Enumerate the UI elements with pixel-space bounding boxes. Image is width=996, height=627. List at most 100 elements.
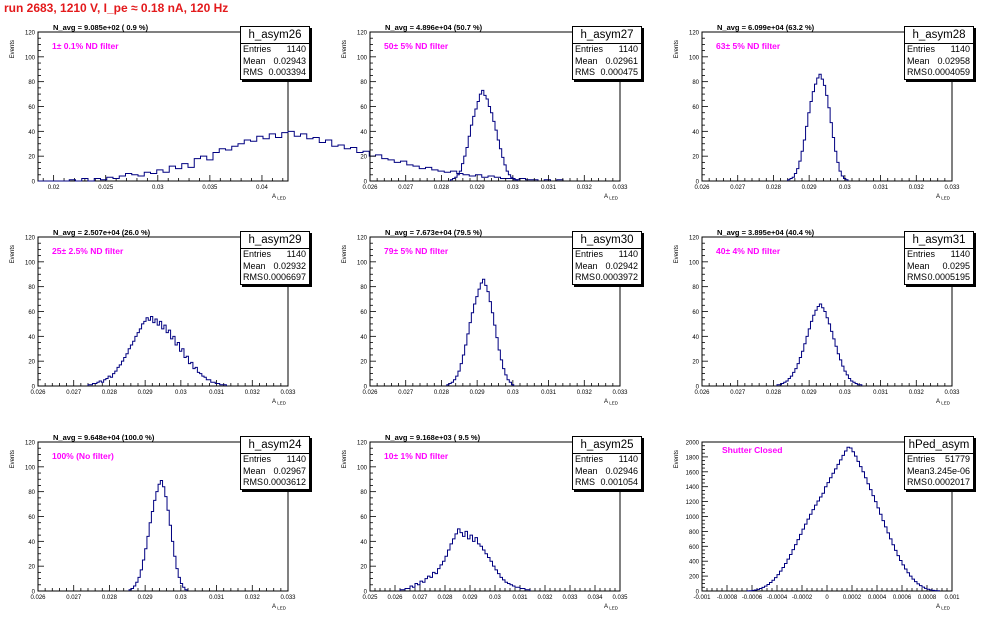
y-tick-label: 120 xyxy=(357,236,368,242)
y-tick-label: 1000 xyxy=(686,515,700,521)
histogram-pad: 0 200 400 600 800 1000 1200 1400 1600 1800 2000 -0.… xyxy=(664,422,987,627)
x-tick-label: 0.028 xyxy=(766,185,782,191)
y-tick-label: 800 xyxy=(689,530,700,536)
x-tick-label: 0.031 xyxy=(512,595,528,601)
y-tick-label: 0 xyxy=(364,590,368,596)
filter-annotation: 50± 5% ND filter xyxy=(384,41,449,51)
histogram-line xyxy=(38,130,601,182)
x-tick-label: 0.02 xyxy=(48,185,60,191)
y-tick-label: 120 xyxy=(689,31,700,37)
stats-box: h_asym25 Entries 1140 Mean 0.02946 RMS 0.00… xyxy=(572,436,642,490)
mean-value: 0.02961 xyxy=(605,55,638,66)
mean-label: Mean xyxy=(243,55,266,66)
y-tick-label: 80 xyxy=(28,490,35,496)
x-axis-label: A LED xyxy=(272,399,287,406)
x-tick-label: -0.0004 xyxy=(767,595,788,601)
x-tick-label: 0.026 xyxy=(362,185,378,191)
rms-value: 0.000475 xyxy=(600,67,638,77)
x-tick-label: 0.029 xyxy=(802,390,818,396)
x-tick-label: 0.031 xyxy=(873,185,889,191)
filter-annotation: 25± 2.5% ND filter xyxy=(52,246,124,256)
entries-value: 1140 xyxy=(950,249,970,259)
y-tick-label: 20 xyxy=(360,155,367,161)
histogram-name: hPed_asym xyxy=(905,437,973,454)
histogram-name: h_asym25 xyxy=(573,437,641,454)
x-tick-label: 0.03 xyxy=(489,595,501,601)
stats-box: hPed_asym Entries 51779 Mean 3.245e-06 RMS… xyxy=(904,436,974,490)
x-tick-label: -0.0002 xyxy=(792,595,813,601)
histogram-name: h_asym28 xyxy=(905,27,973,44)
y-tick-label: 0 xyxy=(32,180,36,186)
navg-label: N_avg = 9.085e+02 ( 0.9 %) xyxy=(53,23,149,32)
histogram-name: h_asym31 xyxy=(905,232,973,249)
y-tick-label: 0 xyxy=(364,180,368,186)
x-tick-label: 0.03 xyxy=(507,185,519,191)
y-tick-label: 120 xyxy=(357,31,368,37)
x-axis-label: A LED xyxy=(272,604,287,611)
rms-value: 0.0002017 xyxy=(927,477,970,487)
x-tick-label: 0.029 xyxy=(462,595,478,601)
mean-value: 0.0295 xyxy=(942,260,970,271)
x-tick-label: 0.026 xyxy=(30,595,46,601)
y-tick-label: 60 xyxy=(360,105,367,111)
y-axis-label: Events xyxy=(342,245,348,263)
y-tick-label: 2000 xyxy=(686,441,700,447)
mean-label: Mean xyxy=(575,260,598,271)
entries-label: Entries xyxy=(907,454,936,464)
y-tick-label: 20 xyxy=(692,360,699,366)
y-tick-label: 1800 xyxy=(686,455,700,461)
entries-value: 1140 xyxy=(950,44,970,54)
y-tick-label: 120 xyxy=(25,31,36,37)
histogram-pad: 0 20 40 60 80 100 120 0.026 0.027 0.028 0.029 0.03 0… xyxy=(332,217,655,422)
y-tick-label: 0 xyxy=(696,180,700,186)
entries-value: 51779 xyxy=(944,454,970,464)
mean-value: 0.02943 xyxy=(273,55,306,66)
histogram-name: h_asym26 xyxy=(241,27,309,44)
histogram-line xyxy=(787,73,849,181)
x-tick-label: 0.028 xyxy=(434,185,450,191)
histogram-plot: 0 20 40 60 80 100 120 0.02 0.025 0.03 0.035 0.04 Eve… xyxy=(10,23,601,201)
entries-value: 1140 xyxy=(286,44,306,54)
entries-label: Entries xyxy=(243,44,272,54)
x-tick-label: 0.027 xyxy=(398,390,414,396)
x-tick-label: 0.027 xyxy=(730,185,746,191)
y-tick-label: 80 xyxy=(28,285,35,291)
mean-label: Mean xyxy=(907,55,930,66)
navg-label: N_avg = 2.507e+04 (26.0 %) xyxy=(53,228,151,237)
histogram-plot: 0 20 40 60 80 100 120 0.026 0.027 0.028 0.029 0.03 0… xyxy=(342,228,628,406)
histogram-pad: 0 20 40 60 80 100 120 0.026 0.027 0.028 0.029 0.03 0… xyxy=(332,12,655,217)
histogram-plot: 0 20 40 60 80 100 120 0.026 0.027 0.028 0.029 0.03 0… xyxy=(10,433,296,611)
x-tick-label: 0.032 xyxy=(245,390,261,396)
x-axis-label: A LED xyxy=(604,399,619,406)
x-tick-label: 0.031 xyxy=(209,390,225,396)
x-tick-label: 0.03 xyxy=(175,390,187,396)
filter-annotation: 1± 0.1% ND filter xyxy=(52,41,119,51)
y-tick-label: 60 xyxy=(28,310,35,316)
y-tick-label: 100 xyxy=(689,260,700,266)
stats-box: h_asym28 Entries 1140 Mean 0.02958 RMS 0.00… xyxy=(904,26,974,80)
mean-label: Mean xyxy=(575,55,598,66)
filter-annotation: 63± 5% ND filter xyxy=(716,41,781,51)
entries-value: 1140 xyxy=(618,44,638,54)
x-tick-label: 0.029 xyxy=(138,390,154,396)
mean-value: 0.02967 xyxy=(273,465,306,476)
x-tick-label: 0.026 xyxy=(387,595,403,601)
x-tick-label: 0.028 xyxy=(434,390,450,396)
rms-value: 0.0003972 xyxy=(595,272,638,282)
rms-label: RMS xyxy=(907,272,927,282)
y-tick-label: 80 xyxy=(692,80,699,86)
rms-label: RMS xyxy=(243,272,263,282)
rms-value: 0.001054 xyxy=(600,477,638,487)
histogram-plot: 0 20 40 60 80 100 120 0.026 0.027 0.028 0.029 0.03 0… xyxy=(10,228,296,406)
mean-value: 3.245e-06 xyxy=(929,465,970,476)
histogram-name: h_asym30 xyxy=(573,232,641,249)
x-tick-label: 0.025 xyxy=(362,595,378,601)
x-tick-label: 0.027 xyxy=(66,595,82,601)
filter-annotation: 100% (No filter) xyxy=(52,451,114,461)
filter-annotation: 79± 5% ND filter xyxy=(384,246,449,256)
entries-value: 1140 xyxy=(286,249,306,259)
x-tick-label: 0.029 xyxy=(470,390,486,396)
x-tick-label: 0.026 xyxy=(362,390,378,396)
navg-label: N_avg = 7.673e+04 (79.5 %) xyxy=(385,228,483,237)
x-axis-label: A LED xyxy=(272,194,287,201)
